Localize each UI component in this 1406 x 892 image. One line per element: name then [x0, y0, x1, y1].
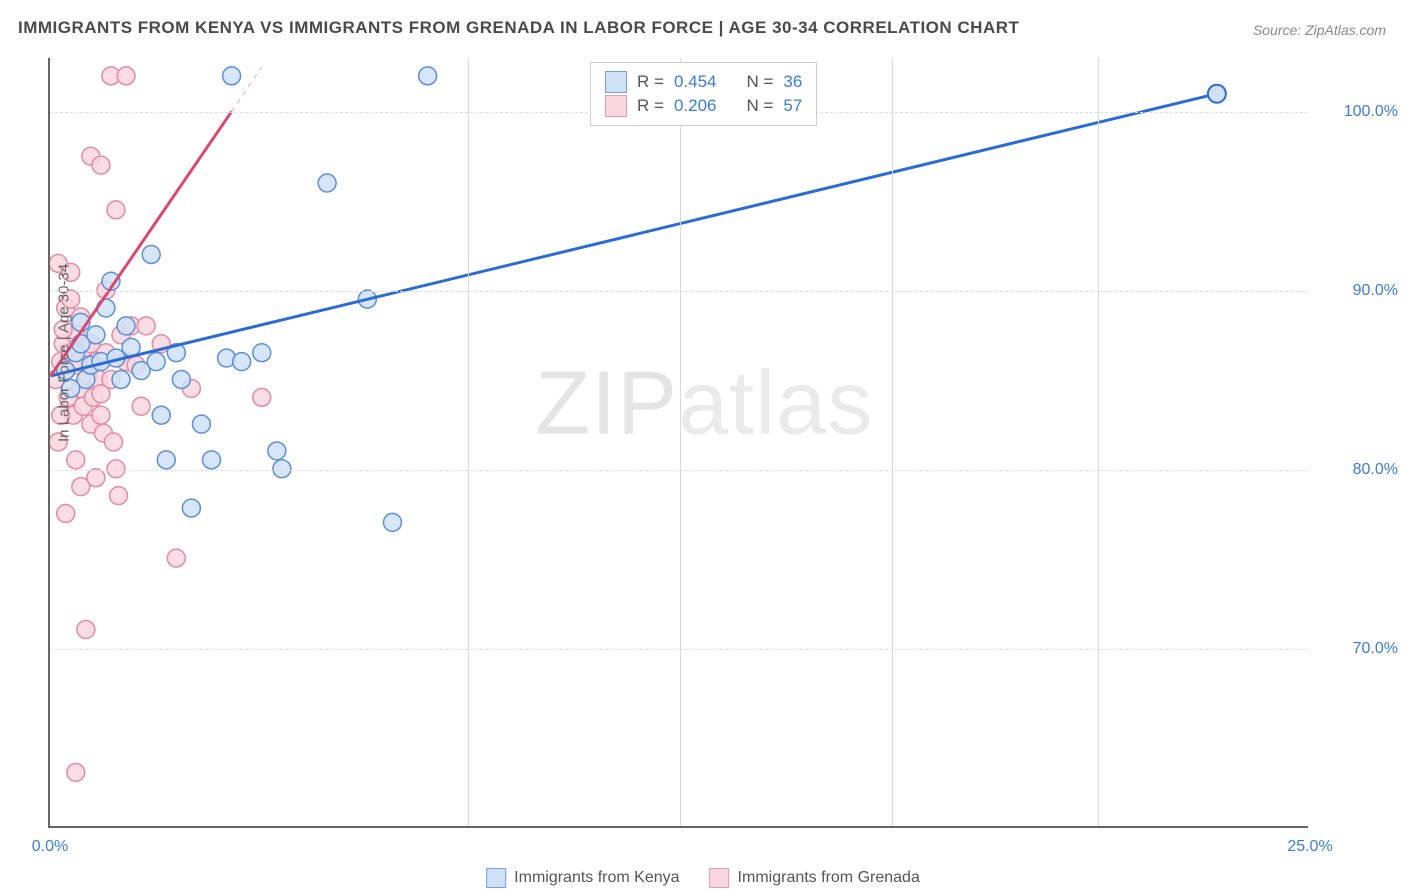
legend-bottom: Immigrants from Kenya Immigrants from Gr…: [486, 868, 920, 888]
stats-row: R = 0.454 N = 36: [605, 71, 802, 93]
legend-item: Immigrants from Grenada: [710, 868, 920, 888]
page-title: IMMIGRANTS FROM KENYA VS IMMIGRANTS FROM…: [18, 18, 1019, 38]
n-label: N =: [746, 72, 773, 92]
legend-item: Immigrants from Kenya: [486, 868, 679, 888]
n-value: 36: [783, 72, 802, 92]
stats-row: R = 0.206 N = 57: [605, 95, 802, 117]
source-label: Source: ZipAtlas.com: [1253, 22, 1386, 38]
legend-label: Immigrants from Kenya: [514, 869, 679, 887]
swatch-icon: [605, 95, 627, 117]
swatch-icon: [486, 868, 506, 888]
r-value: 0.206: [674, 96, 717, 116]
swatch-icon: [710, 868, 730, 888]
scatter-svg: [50, 58, 1308, 826]
r-label: R =: [637, 72, 664, 92]
chart-area: In Labor Force | Age 30-34 70.0%80.0%90.…: [48, 58, 1308, 828]
n-label: N =: [746, 96, 773, 116]
n-value: 57: [783, 96, 802, 116]
legend-label: Immigrants from Grenada: [738, 869, 920, 887]
r-label: R =: [637, 96, 664, 116]
r-value: 0.454: [674, 72, 717, 92]
swatch-icon: [605, 71, 627, 93]
stats-legend: R = 0.454 N = 36 R = 0.206 N = 57: [590, 62, 817, 126]
